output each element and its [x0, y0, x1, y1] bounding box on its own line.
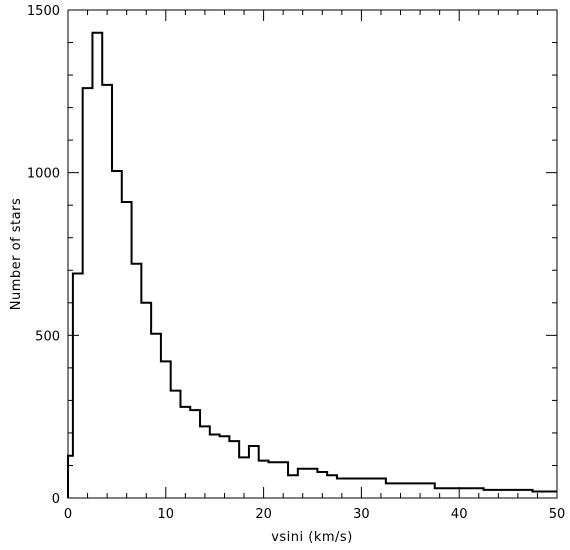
plot-frame	[67, 9, 558, 499]
x-tick-label: 50	[549, 507, 566, 522]
y-tick-label: 1500	[27, 4, 60, 19]
x-tick-label: 10	[158, 507, 175, 522]
x-tick-labels: 0 10 20 30 40 50	[64, 507, 565, 522]
y-tick-label: 0	[52, 492, 60, 507]
y-tick-labels: 0 500 1000 1500	[27, 4, 60, 507]
x-tick-label: 20	[255, 507, 272, 522]
x-axis-label: vsini (km/s)	[271, 530, 353, 545]
y-tick-label: 500	[35, 329, 60, 344]
axis-ticks	[67, 9, 558, 499]
x-tick-label: 30	[353, 507, 370, 522]
histogram-series	[67, 31, 557, 498]
x-tick-label: 40	[451, 507, 468, 522]
y-tick-label: 1000	[27, 167, 60, 182]
y-axis-label: Number of stars	[9, 198, 24, 310]
x-tick-label: 0	[64, 507, 72, 522]
